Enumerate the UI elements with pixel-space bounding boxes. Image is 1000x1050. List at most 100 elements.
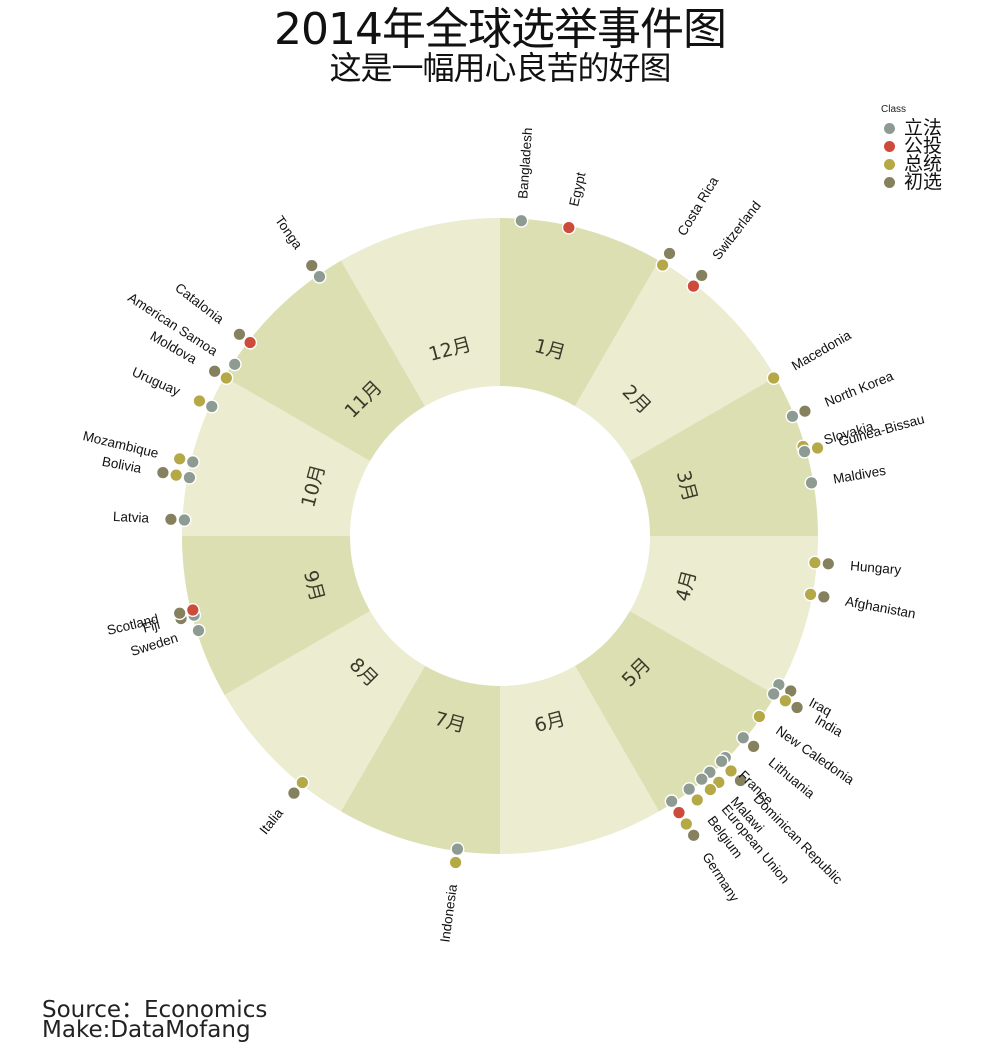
source-text: Source：Economics xyxy=(42,997,268,1023)
country-label: Tonga xyxy=(272,213,306,252)
event-dot xyxy=(655,258,670,273)
event-dot xyxy=(679,816,694,831)
event-dot xyxy=(514,213,529,228)
event-dot xyxy=(752,709,767,724)
month-band-7 xyxy=(341,665,500,854)
country-label: Costa Rica xyxy=(674,174,721,239)
legend-label: 立法 xyxy=(904,117,943,139)
event-dot xyxy=(662,246,677,261)
event-dot xyxy=(736,730,751,745)
country-label: Sweden xyxy=(129,630,180,659)
event-dot xyxy=(694,268,709,283)
event-dot xyxy=(295,775,310,790)
event-dot xyxy=(804,475,819,490)
event-dot xyxy=(185,454,200,469)
legend-dot-primary xyxy=(884,176,895,188)
country-label: Uruguay xyxy=(130,364,183,399)
country-label: Guinea-Bissau xyxy=(837,411,926,449)
event-dot xyxy=(797,404,812,419)
event-dot xyxy=(733,773,748,788)
legend-dot-presidential xyxy=(884,158,895,170)
event-dot xyxy=(286,786,301,801)
event-dot xyxy=(450,842,465,857)
country-label: Bolivia xyxy=(101,454,143,476)
event-dot xyxy=(714,754,729,769)
event-dot xyxy=(671,805,686,820)
legend-dot-referendum xyxy=(884,140,895,152)
event-dot xyxy=(191,623,206,638)
month-bands xyxy=(182,218,818,854)
event-dot xyxy=(172,606,187,621)
event-dot xyxy=(304,258,319,273)
legend-dot-legislative xyxy=(884,122,895,134)
country-label: Macedonia xyxy=(789,327,854,373)
event-dot xyxy=(686,279,701,294)
event-dot xyxy=(821,556,836,571)
legend-title: Class xyxy=(881,104,907,115)
event-dot xyxy=(785,409,800,424)
event-dot xyxy=(746,739,761,754)
event-dot xyxy=(243,335,258,350)
month-band-1 xyxy=(500,218,659,407)
month-band-5 xyxy=(575,611,776,812)
event-dot xyxy=(177,512,192,527)
event-dot xyxy=(192,393,207,408)
event-dot xyxy=(682,782,697,797)
legend-item-presidential: 总统 xyxy=(878,153,943,175)
event-dot xyxy=(182,470,197,485)
country-label: Scotland xyxy=(105,611,160,638)
country-label: Hungary xyxy=(850,558,902,577)
event-dot xyxy=(807,555,822,570)
country-label: Mozambique xyxy=(81,428,160,461)
event-dot xyxy=(219,371,234,386)
month-band-8 xyxy=(224,611,425,812)
event-dot xyxy=(155,465,170,480)
maker-text: Make:DataMofang xyxy=(42,1017,251,1043)
country-label: Switzerland xyxy=(709,198,764,262)
legend-item-legislative: 立法 xyxy=(878,117,943,139)
legend-label: 总统 xyxy=(904,153,943,175)
event-dot xyxy=(816,589,831,604)
event-dot xyxy=(766,687,781,702)
country-label: Fiji xyxy=(141,617,161,636)
event-dot xyxy=(163,512,178,527)
event-dot xyxy=(227,357,242,372)
country-label: India xyxy=(812,712,845,740)
event-dot xyxy=(686,828,701,843)
event-dot xyxy=(694,772,709,787)
month-band-4 xyxy=(629,536,818,695)
country-label: Italia xyxy=(256,805,286,837)
legend-item-primary: 初选 xyxy=(878,171,943,193)
event-dot xyxy=(312,269,327,284)
event-dot xyxy=(790,700,805,715)
legend: Class 立法 公投 总统 初选 xyxy=(878,104,943,193)
event-dot xyxy=(803,587,818,602)
month-band-11 xyxy=(224,260,425,461)
event-dot xyxy=(561,220,576,235)
legend-item-referendum: 公投 xyxy=(878,137,942,156)
event-dot xyxy=(766,371,781,386)
country-label: Dominican Republic xyxy=(751,791,846,887)
country-label: Egypt xyxy=(566,171,588,208)
event-dot xyxy=(690,792,705,807)
country-label: Latvia xyxy=(113,509,150,526)
country-label: Afghanistan xyxy=(844,594,917,622)
country-label: Indonesia xyxy=(437,883,460,944)
event-dot xyxy=(810,441,825,456)
event-dot xyxy=(207,364,222,379)
event-dot xyxy=(724,763,739,778)
event-dot xyxy=(703,782,718,797)
chart-subtitle: 这是一幅用心良苦的好图 xyxy=(329,49,671,87)
event-dots xyxy=(155,213,836,870)
event-dot xyxy=(232,327,247,342)
chart-title: 2014年全球选举事件图 xyxy=(274,4,727,55)
event-dot xyxy=(448,855,463,870)
month-band-9 xyxy=(182,536,371,695)
legend-label: 初选 xyxy=(904,171,943,193)
event-dot xyxy=(172,451,187,466)
country-label: Bangladesh xyxy=(515,127,535,199)
month-band-10 xyxy=(182,377,371,536)
event-dot xyxy=(664,794,679,809)
